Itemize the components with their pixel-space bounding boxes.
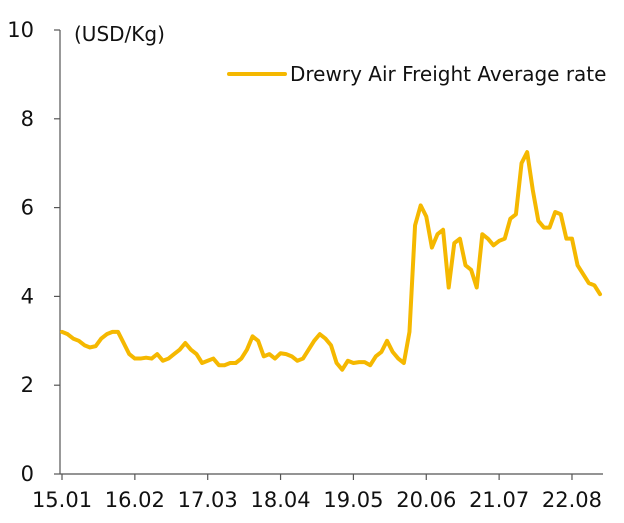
y-axis-unit-label: (USD/Kg) — [74, 22, 165, 46]
legend-label: Drewry Air Freight Average rate — [290, 62, 606, 86]
y-ticks: 0 2 4 6 8 10 — [7, 18, 60, 486]
x-tick-label: 20.06 — [396, 488, 456, 512]
x-ticks: 15.01 16.02 17.03 18.04 19.05 20.06 21.07 22.08 — [32, 474, 602, 512]
axes — [59, 30, 603, 475]
x-tick-label: 21.07 — [469, 488, 529, 512]
y-tick-label: 0 — [21, 462, 34, 486]
legend: Drewry Air Freight Average rate — [227, 62, 606, 86]
y-tick-label: 8 — [21, 107, 34, 131]
x-tick-label: 16.02 — [105, 488, 165, 512]
x-tick-label: 17.03 — [178, 488, 238, 512]
series-layer — [60, 150, 602, 372]
x-tick-label: 15.01 — [32, 488, 92, 512]
x-tick-label: 22.08 — [542, 488, 602, 512]
y-tick-label: 10 — [7, 18, 34, 42]
x-tick-label: 19.05 — [323, 488, 383, 512]
series-line-drewry-air-freight — [60, 150, 602, 372]
y-tick-label: 6 — [21, 196, 34, 220]
y-tick-label: 4 — [21, 284, 34, 308]
x-tick-label: 18.04 — [251, 488, 311, 512]
y-tick-label: 2 — [21, 373, 34, 397]
